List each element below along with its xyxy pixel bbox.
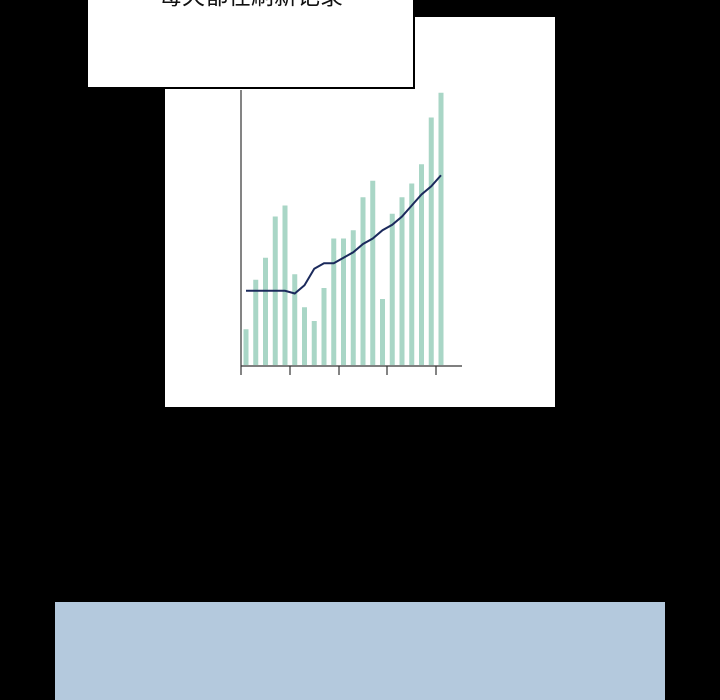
x-ticks <box>240 366 437 375</box>
caption-box <box>86 0 415 89</box>
bar <box>302 307 307 365</box>
bar <box>243 329 249 365</box>
bar <box>331 238 337 365</box>
bar <box>282 205 288 365</box>
bar <box>350 230 356 365</box>
line <box>246 174 442 295</box>
caption-text: 每天都在刷新记录 <box>159 0 343 10</box>
bar <box>419 164 424 365</box>
bar <box>438 92 444 365</box>
bar <box>409 183 415 365</box>
bar <box>263 257 268 365</box>
bar <box>292 274 298 365</box>
bar <box>360 197 366 365</box>
bar <box>253 279 259 365</box>
bar <box>428 117 434 365</box>
bar <box>341 238 346 365</box>
bar <box>380 299 385 365</box>
bar <box>311 321 317 365</box>
bar <box>399 197 405 365</box>
bar <box>321 288 327 365</box>
plot <box>243 92 444 365</box>
next-panel <box>55 602 665 700</box>
bar <box>370 180 376 365</box>
bar <box>389 213 395 365</box>
